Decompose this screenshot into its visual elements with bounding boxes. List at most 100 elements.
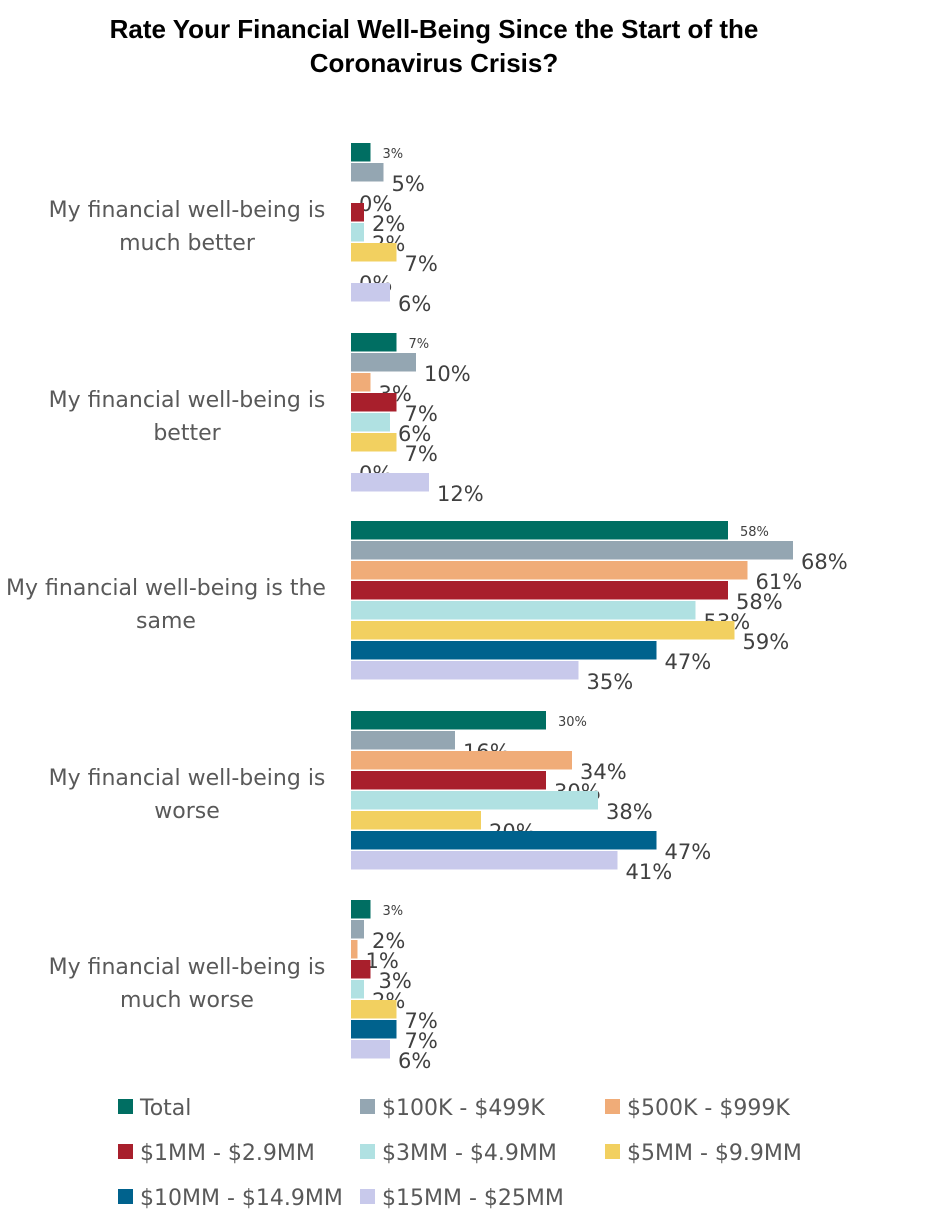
chart-title-line: Coronavirus Crisis?: [310, 48, 559, 78]
data-label: 7%: [409, 337, 430, 352]
data-label: 61%: [756, 570, 803, 594]
bar: [351, 851, 618, 870]
legend-label: $5MM - $9.9MM: [627, 1141, 802, 1166]
bar: [351, 621, 735, 640]
legend: Total $100K - $499K $500K - $999K $1MM - $2…: [118, 1096, 802, 1211]
data-label: 35%: [587, 670, 634, 694]
data-label: 0%: [359, 192, 392, 216]
plot-area: My financial well-being is much better 3% 5…: [6, 143, 848, 1073]
bar: [351, 541, 793, 560]
chart-title-line: Rate Your Financial Well-Being Since the…: [110, 14, 759, 44]
bar: [351, 203, 364, 222]
legend-label: $3MM - $4.9MM: [382, 1141, 557, 1166]
data-label: 47%: [665, 840, 712, 864]
legend-label: $15MM - $25MM: [382, 1186, 564, 1211]
data-label: 1%: [366, 949, 399, 973]
bar: [351, 1020, 397, 1039]
legend-swatch: [118, 1189, 133, 1204]
bar: [351, 920, 364, 939]
bar: [351, 223, 364, 242]
data-label: 12%: [437, 482, 484, 506]
legend-swatch: [118, 1099, 133, 1114]
bar: [351, 831, 657, 850]
data-label: 7%: [405, 252, 438, 276]
data-label: 30%: [558, 715, 587, 730]
bar: [351, 373, 371, 392]
category-label: My financial well-being is: [49, 198, 326, 223]
data-label: 6%: [398, 422, 431, 446]
category-label: much better: [119, 231, 256, 256]
category-label: My financial well-being is the: [6, 576, 326, 601]
bar: [351, 521, 728, 540]
bar: [351, 353, 416, 372]
legend-label: $1MM - $2.9MM: [140, 1141, 315, 1166]
data-label: 6%: [398, 1049, 431, 1073]
bar: [351, 243, 397, 262]
data-label: 7%: [405, 402, 438, 426]
category-label: My financial well-being is: [49, 388, 326, 413]
bar: [351, 433, 397, 452]
legend-label: $10MM - $14.9MM: [140, 1186, 343, 1211]
bar: [351, 581, 728, 600]
bar: [351, 751, 572, 770]
bar: [351, 143, 371, 162]
data-label: 7%: [405, 1029, 438, 1053]
data-label: 3%: [379, 969, 412, 993]
legend-swatch: [360, 1144, 375, 1159]
data-label: 68%: [801, 550, 848, 574]
category-label: much worse: [120, 988, 254, 1013]
data-label: 58%: [740, 525, 769, 540]
data-label: 59%: [743, 630, 790, 654]
category-label: better: [153, 421, 221, 446]
bar: [351, 393, 397, 412]
bar: [351, 561, 748, 580]
data-label: 2%: [372, 929, 405, 953]
data-label: 10%: [424, 362, 471, 386]
bar: [351, 333, 397, 352]
bar: [351, 661, 579, 680]
data-label: 38%: [606, 800, 653, 824]
bar: [351, 473, 429, 492]
data-label: 7%: [405, 442, 438, 466]
data-label: 5%: [392, 172, 425, 196]
legend-swatch: [605, 1144, 620, 1159]
bar: [351, 641, 657, 660]
data-label: 6%: [398, 292, 431, 316]
data-label: 47%: [665, 650, 712, 674]
data-label: 3%: [383, 147, 404, 162]
legend-label: $100K - $499K: [382, 1096, 545, 1121]
category-label: My financial well-being is: [49, 766, 326, 791]
data-label: 7%: [405, 1009, 438, 1033]
legend-swatch: [118, 1144, 133, 1159]
bar: [351, 601, 696, 620]
chart-title: Rate Your Financial Well-Being Since the…: [110, 14, 759, 78]
bar: [351, 731, 455, 750]
bar: [351, 900, 371, 919]
bar: [351, 960, 371, 979]
data-label: 2%: [372, 212, 405, 236]
bar: [351, 163, 384, 182]
legend-swatch: [360, 1099, 375, 1114]
bar: [351, 711, 546, 730]
data-label: 41%: [626, 860, 673, 884]
legend-swatch: [605, 1099, 620, 1114]
category-label: worse: [154, 799, 220, 824]
bar: [351, 771, 546, 790]
data-label: 58%: [736, 590, 783, 614]
bar: [351, 940, 358, 959]
bar: [351, 1040, 390, 1059]
legend-swatch: [360, 1189, 375, 1204]
legend-label: Total: [139, 1096, 191, 1121]
category-label: My financial well-being is: [49, 955, 326, 980]
bar: [351, 811, 481, 830]
bar: [351, 791, 598, 810]
legend-label: $500K - $999K: [627, 1096, 790, 1121]
category-label: same: [136, 609, 196, 634]
data-label: 34%: [580, 760, 627, 784]
bar: [351, 1000, 397, 1019]
bar: [351, 980, 364, 999]
bar: [351, 413, 390, 432]
data-label: 3%: [383, 904, 404, 919]
bar: [351, 283, 390, 302]
